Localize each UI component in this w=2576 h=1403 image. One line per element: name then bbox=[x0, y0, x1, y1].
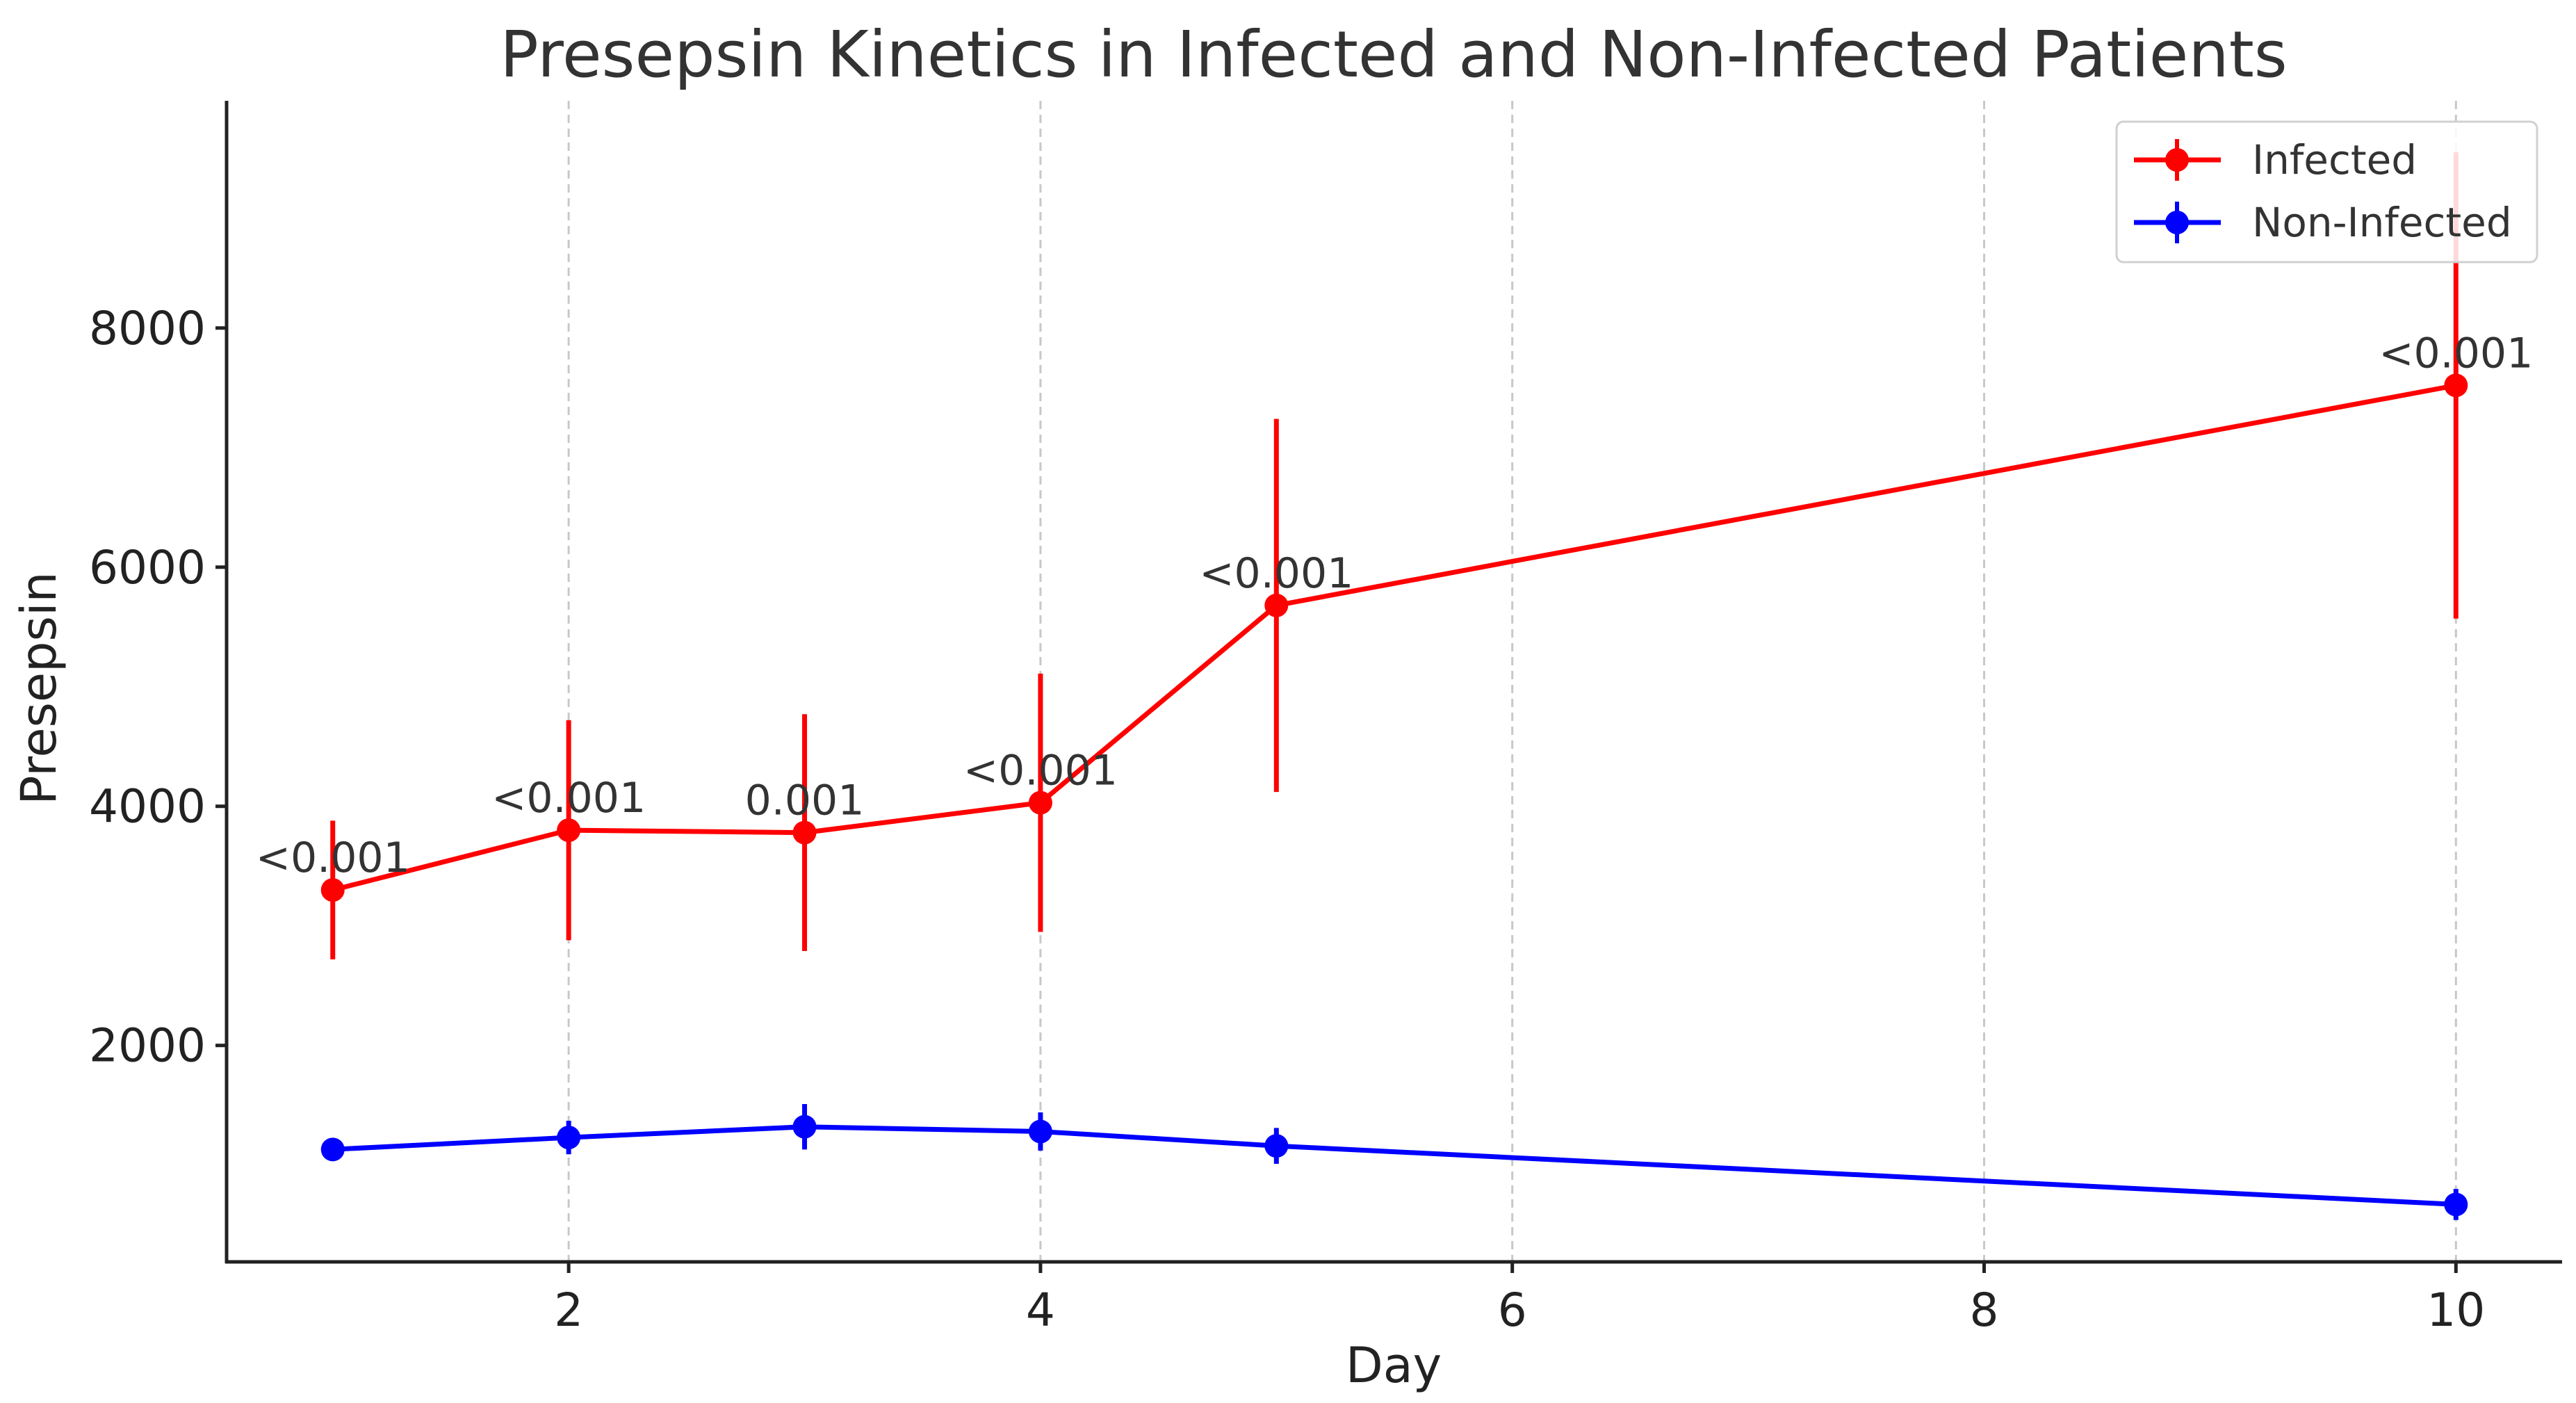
data-point bbox=[1028, 1119, 1052, 1144]
legend-marker bbox=[2165, 211, 2189, 234]
y-tick-label: 2000 bbox=[89, 1019, 206, 1073]
series-non-infected bbox=[320, 1103, 2468, 1220]
data-point bbox=[557, 818, 581, 843]
y-tick-label: 8000 bbox=[89, 302, 206, 355]
y-axis-ticks: 2000 4000 6000 8000 bbox=[89, 302, 227, 1073]
legend-item-infected: Infected bbox=[2134, 136, 2417, 184]
series-line bbox=[332, 1124, 2456, 1207]
data-point bbox=[320, 1137, 345, 1162]
data-point bbox=[2444, 1192, 2468, 1217]
y-axis-label: Presepsin bbox=[10, 571, 67, 805]
data-point bbox=[792, 820, 817, 845]
data-point bbox=[1264, 1134, 1289, 1158]
legend-label: Non-Infected bbox=[2252, 199, 2512, 246]
y-tick-label: 4000 bbox=[89, 780, 206, 834]
y-tick-label: 6000 bbox=[89, 541, 206, 594]
p-value-label: <0.001 bbox=[256, 834, 410, 882]
p-value-label: <0.001 bbox=[1199, 549, 1353, 598]
data-point bbox=[320, 878, 345, 902]
legend-label: Infected bbox=[2252, 136, 2417, 184]
x-tick-label: 2 bbox=[554, 1283, 583, 1337]
legend-box bbox=[2115, 120, 2538, 263]
x-axis-label: Day bbox=[1346, 1337, 1442, 1394]
chart-title: Presepsin Kinetics in Infected and Non-I… bbox=[500, 17, 2287, 92]
data-point bbox=[1264, 593, 1289, 617]
p-value-label: 0.001 bbox=[745, 777, 865, 825]
data-point bbox=[792, 1114, 817, 1139]
p-value-label: <0.001 bbox=[2379, 329, 2533, 378]
axes bbox=[225, 101, 2562, 1264]
data-point bbox=[557, 1126, 581, 1150]
data-point bbox=[2444, 373, 2468, 398]
p-value-label: <0.001 bbox=[491, 774, 646, 822]
x-tick-label: 6 bbox=[1498, 1283, 1527, 1337]
series bbox=[320, 152, 2468, 1220]
x-axis-ticks: 2 4 6 8 10 bbox=[554, 1262, 2485, 1337]
x-tick-label: 10 bbox=[2427, 1283, 2485, 1337]
p-value-label: <0.001 bbox=[963, 747, 1118, 795]
x-tick-label: 4 bbox=[1026, 1283, 1055, 1337]
data-point bbox=[1028, 790, 1052, 815]
series-infected bbox=[320, 152, 2468, 959]
legend-marker bbox=[2165, 148, 2189, 172]
p-value-annotations: <0.001 <0.001 0.001 <0.001 <0.001 <0.001 bbox=[256, 329, 2534, 882]
x-tick-label: 8 bbox=[1969, 1283, 1998, 1337]
legend-item-non-infected: Non-Infected bbox=[2134, 199, 2512, 246]
series-line bbox=[332, 382, 2456, 893]
legend: Infected Non-Infected bbox=[2115, 120, 2538, 263]
grid bbox=[567, 101, 2457, 1262]
